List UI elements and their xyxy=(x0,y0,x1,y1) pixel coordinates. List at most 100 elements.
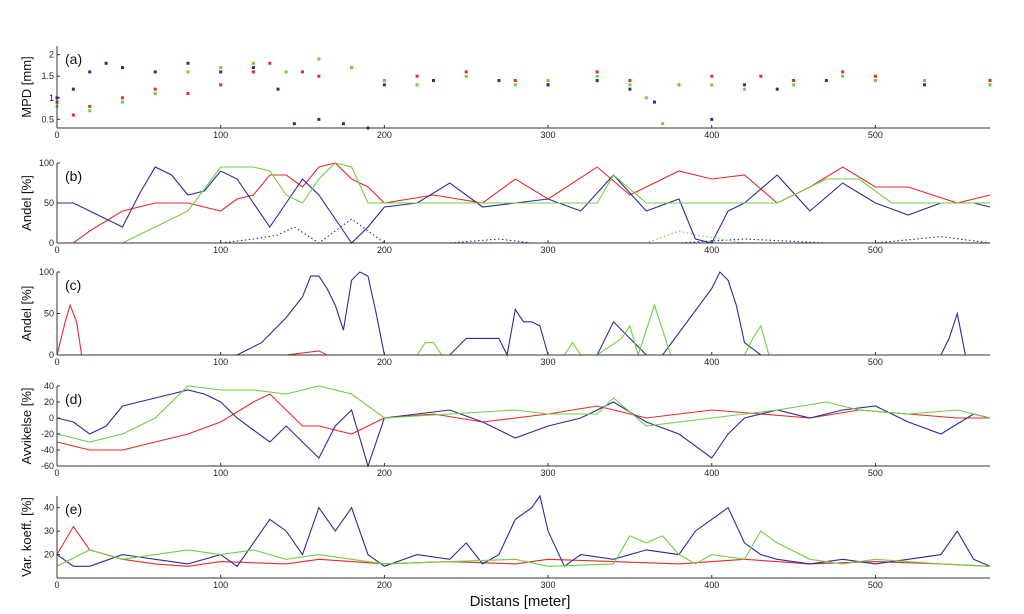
x-tick-label: 100 xyxy=(213,357,228,367)
data-point-blue-23 xyxy=(742,83,746,87)
data-point-red-10 xyxy=(317,74,321,78)
data-point-red-3 xyxy=(120,96,124,100)
x-tick-label: 300 xyxy=(541,580,556,590)
y-axis-label: MPD [mm] xyxy=(19,56,34,117)
series-line-blue xyxy=(56,389,991,468)
data-point-green-6 xyxy=(251,61,255,65)
data-point-green-14 xyxy=(546,79,550,83)
y-axis-label: Andel [%] xyxy=(19,286,34,342)
y-tick-label: 20 xyxy=(44,550,54,560)
data-point-green-10 xyxy=(382,79,386,83)
x-tick-label: 100 xyxy=(213,130,228,140)
y-tick-label: 40 xyxy=(44,503,54,513)
y-tick-label: 50 xyxy=(44,309,54,319)
y-tick-label: -40 xyxy=(41,445,54,455)
data-point-red-9 xyxy=(301,70,305,74)
data-point-blue-17 xyxy=(546,83,550,87)
y-tick-label: 0 xyxy=(49,238,54,248)
data-point-red-18 xyxy=(628,79,632,83)
y-tick-label: 20 xyxy=(44,397,54,407)
data-point-green-16 xyxy=(628,83,632,87)
data-point-blue-11 xyxy=(317,117,321,121)
x-tick-label: 500 xyxy=(868,580,883,590)
x-tick-label: 500 xyxy=(868,245,883,255)
x-tick-label: 100 xyxy=(213,245,228,255)
data-point-green-11 xyxy=(415,83,419,87)
x-tick-label: 400 xyxy=(704,130,719,140)
y-tick-label: 50 xyxy=(44,198,54,208)
data-point-red-26 xyxy=(988,79,992,83)
panel-label: (a) xyxy=(65,51,82,67)
data-point-red-7 xyxy=(251,70,255,74)
data-point-red-6 xyxy=(219,83,223,87)
x-axis-label: Distans [meter] xyxy=(470,593,571,610)
data-point-red-17 xyxy=(595,70,599,74)
data-point-blue-9 xyxy=(276,87,280,91)
x-tick-label: 300 xyxy=(541,130,556,140)
x-tick-label: 200 xyxy=(377,357,392,367)
data-point-blue-24 xyxy=(775,87,779,91)
data-point-blue-7 xyxy=(219,70,223,74)
data-point-green-17 xyxy=(644,96,648,100)
panel-label: (e) xyxy=(65,501,82,517)
data-point-green-4 xyxy=(186,70,190,74)
data-point-blue-27 xyxy=(923,83,927,87)
data-point-blue-8 xyxy=(251,66,255,70)
data-point-blue-20 xyxy=(652,100,656,104)
data-point-red-8 xyxy=(268,61,272,65)
x-tick-label: 100 xyxy=(213,580,228,590)
series-line-green xyxy=(56,530,991,567)
y-tick-label: -20 xyxy=(41,429,54,439)
x-tick-label: 200 xyxy=(377,468,392,478)
data-point-green-23 xyxy=(841,74,845,78)
data-point-blue-1 xyxy=(71,87,75,91)
data-point-red-2 xyxy=(88,104,92,108)
x-tick-label: 0 xyxy=(54,580,59,590)
data-point-green-26 xyxy=(988,83,992,87)
y-tick-label: 100 xyxy=(39,267,54,277)
data-point-blue-14 xyxy=(382,83,386,87)
x-tick-label: 0 xyxy=(54,130,59,140)
panel-1: 0 100 200 300 400 500 0 50 100 (b) Andel [%] xyxy=(19,158,991,255)
data-point-green-8 xyxy=(317,57,321,61)
panel-label: (c) xyxy=(65,277,81,293)
data-point-red-14 xyxy=(464,70,468,74)
data-point-red-23 xyxy=(841,70,845,74)
data-point-green-9 xyxy=(350,66,354,70)
data-point-red-4 xyxy=(153,87,157,91)
panel-4: 0 100 200 300 400 500 20 30 40 (e) Var. koeff. [%] xyxy=(19,494,991,590)
series-line-blue-solid xyxy=(57,166,991,244)
y-tick-label: 0.5 xyxy=(41,114,54,124)
data-point-red-1 xyxy=(71,113,75,117)
panel-2: 0 100 200 300 400 500 0 50 100 (c) Andel [%] xyxy=(19,267,990,367)
x-tick-label: 200 xyxy=(377,245,392,255)
x-tick-label: 400 xyxy=(704,468,719,478)
series-line-red xyxy=(56,303,990,356)
panel-0: 0 100 200 300 400 500 0.5 1 1.5 2 (a) MPD [mm] xyxy=(19,46,992,140)
data-point-blue-22 xyxy=(710,117,714,121)
data-point-blue-2 xyxy=(88,70,92,74)
data-point-green-21 xyxy=(742,87,746,91)
data-point-green-1 xyxy=(88,109,92,113)
y-tick-label: -60 xyxy=(41,461,54,471)
data-point-red-20 xyxy=(710,74,714,78)
data-point-red-5 xyxy=(186,91,190,95)
data-point-blue-15 xyxy=(431,79,435,83)
data-point-green-20 xyxy=(710,83,714,87)
series-line-green-dotted xyxy=(57,230,990,244)
data-point-green-12 xyxy=(464,74,468,78)
y-axis-label: Avvikelse [%] xyxy=(19,387,34,464)
x-tick-label: 400 xyxy=(704,245,719,255)
y-tick-label: 0 xyxy=(49,350,54,360)
x-tick-label: 200 xyxy=(377,130,392,140)
x-tick-label: 500 xyxy=(868,468,883,478)
data-point-blue-6 xyxy=(186,61,190,65)
x-tick-label: 300 xyxy=(541,468,556,478)
data-point-green-19 xyxy=(677,83,681,87)
y-axis-label: Andel [%] xyxy=(19,175,34,231)
y-tick-label: 1 xyxy=(49,93,54,103)
panel-label: (b) xyxy=(65,168,82,184)
data-point-red-24 xyxy=(873,74,877,78)
data-point-green-2 xyxy=(120,100,124,104)
